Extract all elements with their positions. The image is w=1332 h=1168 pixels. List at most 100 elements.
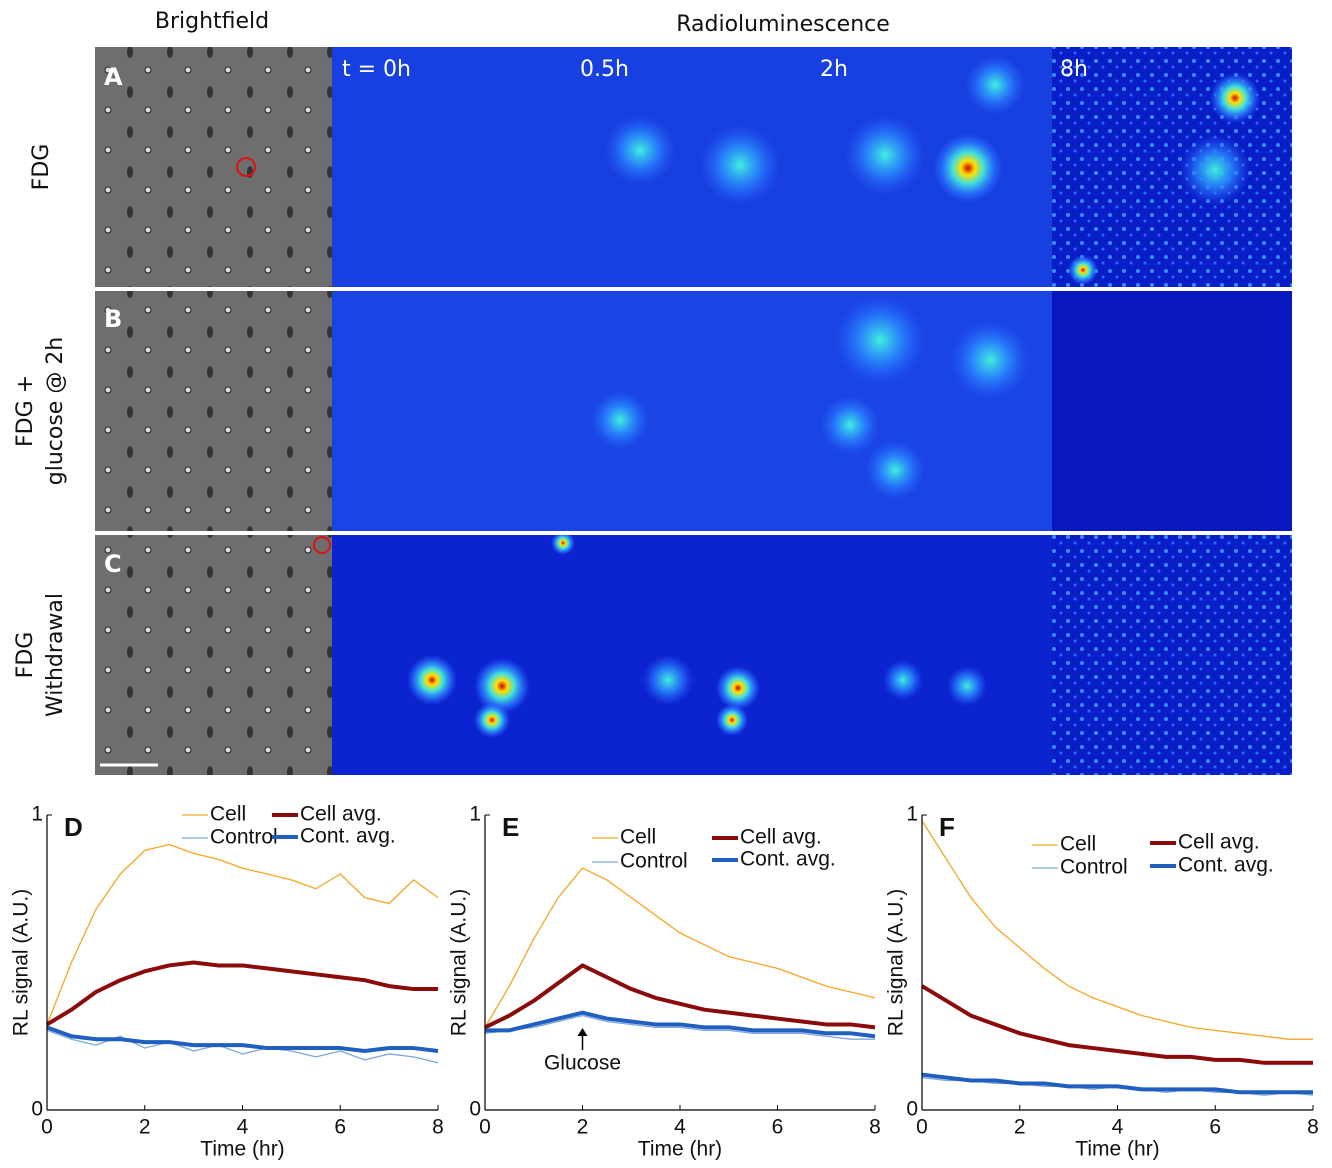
x-tick-label: 8 (869, 1116, 881, 1139)
blob (474, 702, 510, 738)
series-line (485, 1010, 876, 1039)
blob (716, 666, 760, 710)
panel-letter: D (64, 812, 83, 842)
blob (474, 658, 530, 714)
legend-label: Cont. avg. (300, 825, 396, 848)
blob (933, 133, 1003, 203)
time-label: t = 0h (342, 57, 411, 82)
x-tick-label: 6 (1209, 1116, 1221, 1139)
legend-label: Cell (1060, 833, 1096, 856)
blob (643, 655, 693, 705)
x-tick-label: 2 (139, 1116, 151, 1139)
panel-letter: A (104, 63, 123, 91)
radio-image (1052, 291, 1292, 531)
y-tick-label: 0 (31, 1098, 43, 1121)
y-tick-label: 0 (469, 1098, 481, 1121)
legend-label: Cell (620, 826, 656, 849)
y-tick-label: 1 (469, 803, 481, 826)
y-axis-label: RL signal (A.U.) (885, 889, 908, 1036)
blob (947, 666, 987, 706)
blob (1180, 135, 1250, 205)
column-header: Brightfield (155, 9, 269, 34)
x-axis-label: Time (hr) (200, 1138, 284, 1161)
y-tick-label: 1 (31, 803, 43, 826)
series-line (484, 1014, 875, 1040)
x-tick-label: 8 (1307, 1116, 1319, 1139)
annotation: Glucose (544, 1052, 621, 1075)
x-tick-label: 8 (432, 1116, 444, 1139)
series-line (921, 1072, 1313, 1095)
blob (551, 531, 575, 555)
blob (605, 115, 675, 185)
panel-letter: C (104, 550, 122, 578)
panel-letter: E (502, 812, 519, 842)
legend-label: Cont. avg. (740, 848, 836, 871)
blob (820, 395, 880, 455)
blob (590, 390, 650, 450)
blob (700, 125, 780, 205)
brightfield-image (95, 47, 332, 287)
legend-label: Control (1060, 856, 1128, 879)
x-tick-label: 4 (674, 1116, 686, 1139)
legend-label: Cell (210, 803, 246, 826)
blob (883, 660, 923, 700)
row-label: FDG + (13, 375, 38, 447)
legend-label: Cont. avg. (1178, 854, 1274, 877)
blob (716, 704, 748, 736)
time-label: 8h (1060, 57, 1088, 82)
series-line (45, 960, 438, 1027)
x-axis-label: Time (hr) (1075, 1138, 1159, 1161)
blob (950, 320, 1030, 400)
x-tick-label: 2 (577, 1116, 589, 1139)
legend-label: Cell avg. (1178, 831, 1260, 854)
x-axis-label: Time (hr) (638, 1138, 722, 1161)
y-tick-label: 1 (906, 803, 918, 826)
y-axis-label: RL signal (A.U.) (448, 889, 471, 1036)
time-label: 0.5h (580, 57, 629, 82)
brightfield-image (95, 291, 332, 531)
series-line (46, 1025, 439, 1053)
series-line (46, 843, 439, 1025)
column-header: Radioluminescence (676, 12, 890, 37)
legend-label: Cell avg. (300, 803, 382, 826)
legend-label: Cell avg. (740, 826, 822, 849)
annotation-arrowhead (577, 1028, 588, 1036)
brightfield-image (95, 535, 332, 775)
series-line (921, 820, 1313, 1040)
x-tick-label: 4 (1112, 1116, 1124, 1139)
blob (965, 55, 1025, 115)
blob (407, 655, 457, 705)
panel-letter: F (939, 812, 955, 842)
blob (1068, 255, 1098, 285)
legend-label: Control (620, 850, 688, 873)
image-grid (95, 47, 1292, 775)
row-label: Withdrawal (43, 593, 68, 717)
x-tick-label: 4 (237, 1116, 249, 1139)
blob (1210, 73, 1260, 123)
y-axis-label: RL signal (A.U.) (10, 889, 33, 1036)
x-tick-label: 0 (916, 1116, 928, 1139)
marker (313, 536, 331, 554)
x-tick-label: 0 (479, 1116, 491, 1139)
row-label: glucose @ 2h (43, 337, 68, 486)
legend-label: Control (210, 826, 278, 849)
x-tick-label: 0 (41, 1116, 53, 1139)
time-label: 2h (820, 57, 848, 82)
blob (835, 295, 925, 385)
series-line (484, 963, 876, 1030)
blob (845, 115, 925, 195)
series-line (484, 867, 876, 1028)
radio-image (1052, 47, 1292, 287)
series-line (920, 984, 1313, 1065)
row-label: FDG (29, 144, 54, 191)
marker (236, 157, 256, 177)
x-tick-label: 2 (1014, 1116, 1026, 1139)
x-tick-label: 6 (772, 1116, 784, 1139)
panel-letter: B (104, 305, 122, 333)
row-label: FDG (13, 632, 38, 679)
radio-image (1052, 535, 1292, 775)
y-tick-label: 0 (906, 1098, 918, 1121)
blob (865, 440, 925, 500)
x-tick-label: 6 (334, 1116, 346, 1139)
